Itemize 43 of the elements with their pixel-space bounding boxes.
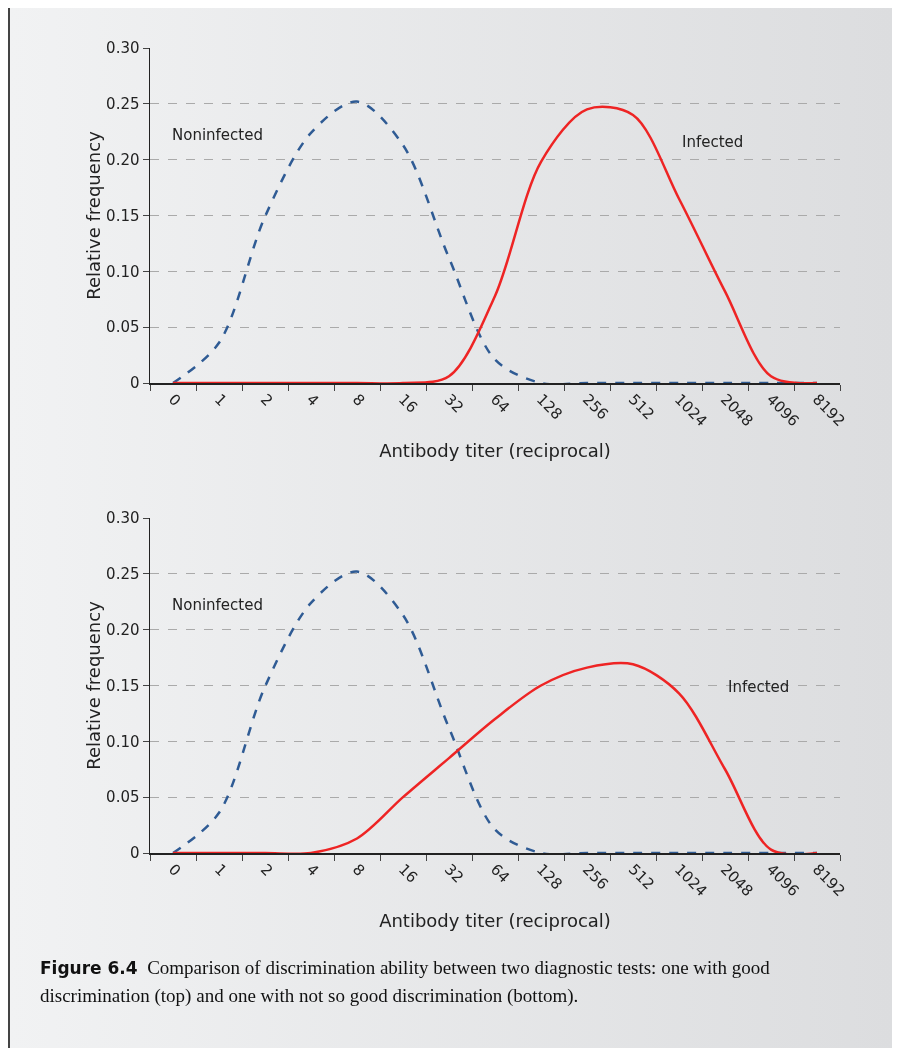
y-tick-label: 0.25 — [106, 95, 140, 114]
x-tick-label: 0 — [164, 390, 185, 410]
y-tick-label: 0.15 — [106, 206, 140, 225]
text: Noninfected — [172, 126, 263, 144]
x-tick-label: 16 — [394, 860, 422, 887]
x-tick-label: 2 — [256, 390, 277, 410]
x-tick-label: 128 — [532, 860, 566, 894]
x-tick-label: 64 — [486, 860, 514, 887]
x-tick-label: 16 — [394, 390, 422, 417]
series-label: Infected — [682, 133, 744, 151]
y-tick-label: 0.20 — [106, 620, 140, 639]
y-tick-label: 0.10 — [106, 732, 140, 751]
x-tick-label: 4 — [302, 390, 323, 410]
x-tick-label: 1 — [210, 390, 231, 410]
y-tick-label: 0.25 — [106, 565, 140, 584]
text: Noninfected — [172, 596, 263, 614]
x-tick-label: 64 — [486, 390, 514, 417]
x-axis-title: Antibody titer (reciprocal) — [379, 439, 611, 461]
y-tick-label: 0 — [129, 844, 140, 863]
x-tick-label: 8 — [348, 860, 369, 880]
x-tick-label: 128 — [532, 390, 566, 424]
x-tick-label: 1 — [210, 860, 231, 880]
y-tick-label: 0.30 — [106, 509, 140, 528]
y-axis-title: Relative frequency — [83, 130, 105, 300]
x-tick-label: 0 — [164, 860, 185, 880]
x-tick-label: 32 — [440, 860, 468, 887]
y-tick-label: 0 — [129, 374, 140, 393]
x-tick-label: 256 — [578, 390, 612, 424]
text: Infected — [728, 678, 790, 696]
x-axis-title: Antibody titer (reciprocal) — [379, 909, 611, 931]
x-tick-label: 4 — [302, 860, 323, 880]
y-tick-label: 0.10 — [106, 262, 140, 281]
y-tick-label: 0.05 — [106, 788, 140, 807]
y-tick-label: 0.15 — [106, 676, 140, 695]
caption: Figure 6.4 — [40, 958, 138, 978]
x-tick-label: 8 — [348, 390, 369, 410]
x-tick-label: 32 — [440, 390, 468, 417]
y-axis-title: Relative frequency — [83, 600, 105, 770]
x-tick-label: 2 — [256, 860, 277, 880]
y-tick-label: 0.05 — [106, 318, 140, 337]
x-tick-label: 256 — [578, 860, 612, 894]
y-tick-label: 0.20 — [106, 150, 140, 169]
y-tick-label: 0.30 — [106, 39, 140, 58]
